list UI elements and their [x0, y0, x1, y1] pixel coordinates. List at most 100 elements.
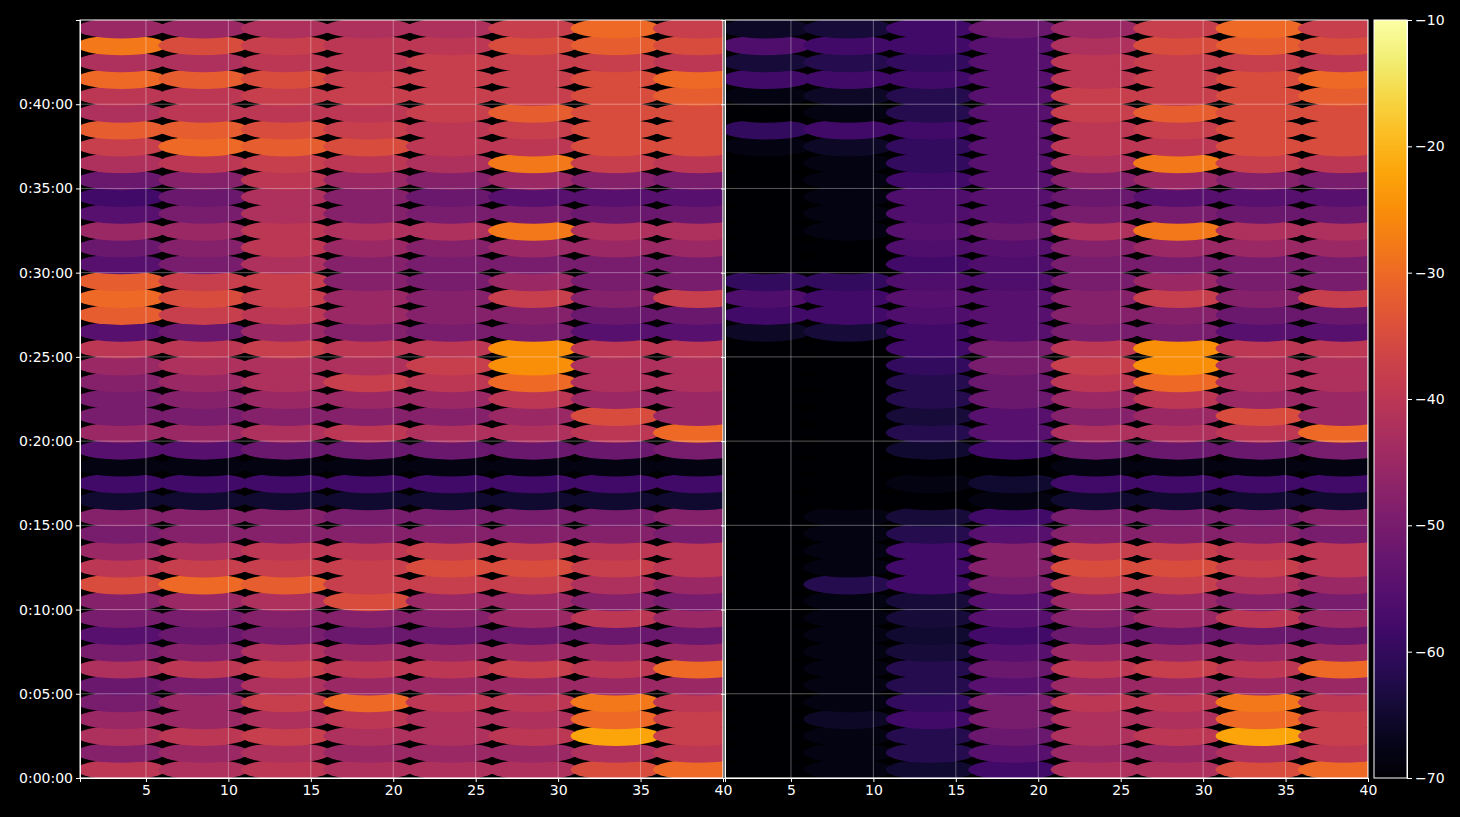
tick-mark [721, 694, 725, 695]
frame [725, 20, 1368, 778]
tick-label: 0:15:00 [19, 517, 73, 533]
tick-label: −20 [1415, 138, 1445, 154]
tick-label: 40 [715, 782, 733, 798]
grid-line [873, 20, 874, 778]
tick: 40 [1360, 778, 1378, 798]
background [0, 0, 1460, 817]
tick-mark [1407, 525, 1412, 526]
tick: 25 [467, 778, 485, 798]
tick: 0:25:00 [19, 349, 80, 365]
tick [721, 104, 725, 105]
cell [968, 20, 1059, 39]
tick: 15 [947, 778, 965, 798]
tick-label: 5 [142, 782, 151, 798]
axis-line [76, 21, 81, 779]
plot-area [725, 20, 1368, 778]
tick-mark [76, 188, 80, 189]
tick [721, 441, 725, 442]
tick-mark [1407, 20, 1412, 21]
grid-line [1285, 20, 1286, 778]
cell [80, 20, 167, 39]
tick [721, 778, 725, 779]
tick [721, 273, 725, 274]
tick [721, 188, 725, 189]
tick: 0:20:00 [19, 433, 80, 449]
x-axis: 510152025303540 [81, 778, 733, 798]
tick: −60 [1407, 644, 1445, 660]
grid-line [80, 272, 723, 273]
tick-mark [1407, 399, 1412, 400]
tick: 10 [865, 778, 883, 798]
tick: 0:15:00 [19, 517, 80, 533]
tick-mark [721, 441, 725, 442]
tick-mark [76, 273, 80, 274]
tick-label: 0:10:00 [19, 602, 73, 618]
tick-mark [1407, 273, 1412, 274]
grid-line [80, 693, 723, 694]
grid-line [725, 609, 1368, 610]
tick: 25 [1112, 778, 1130, 798]
grid-line [80, 441, 723, 442]
colorbar [1374, 20, 1407, 778]
cell [406, 20, 497, 39]
tick-mark [1407, 146, 1412, 147]
tick: 30 [1195, 778, 1213, 798]
tick [721, 357, 725, 358]
tick-label: 0:20:00 [19, 433, 73, 449]
tick: 0:05:00 [19, 686, 80, 702]
grid-line [80, 525, 723, 526]
tick-mark [1407, 778, 1412, 779]
tick: 0:35:00 [19, 180, 80, 196]
grid-line [475, 20, 476, 778]
tick-mark [721, 357, 725, 358]
grid-line [558, 20, 559, 778]
tick: 30 [550, 778, 568, 798]
grid-line [725, 188, 1368, 189]
plot-area [80, 20, 723, 778]
tick-label: 30 [1195, 782, 1213, 798]
tick: 15 [302, 778, 320, 798]
grid-line [790, 20, 791, 778]
tick-mark [76, 525, 80, 526]
tick: −40 [1407, 391, 1445, 407]
cell [1298, 20, 1368, 39]
grid-line [640, 20, 641, 778]
tick-label: 0:35:00 [19, 180, 73, 196]
tick-label: 0:05:00 [19, 686, 73, 702]
cell [158, 20, 249, 39]
tick-mark [76, 778, 80, 779]
grid-line [393, 20, 394, 778]
tick-label: −10 [1415, 12, 1445, 28]
grid-line [80, 356, 723, 357]
tick-label: 10 [865, 782, 883, 798]
tick-mark [76, 610, 80, 611]
tick-label: 30 [550, 782, 568, 798]
cell [1051, 20, 1142, 39]
tick: 20 [1030, 778, 1048, 798]
cell [803, 20, 894, 39]
tick-mark [76, 441, 80, 442]
tick-label: −30 [1415, 265, 1445, 281]
grid-line [80, 609, 723, 610]
tick: 35 [632, 778, 650, 798]
cell [1215, 20, 1306, 39]
tick: −50 [1407, 517, 1445, 533]
tick-mark [721, 525, 725, 526]
tick-label: 0:40:00 [19, 96, 73, 112]
tick: 5 [787, 778, 796, 798]
frame [80, 20, 723, 778]
tick-mark [721, 104, 725, 105]
tick-label: 35 [632, 782, 650, 798]
tick-mark [721, 610, 725, 611]
tick: −30 [1407, 265, 1445, 281]
tick-label: −50 [1415, 517, 1445, 533]
grid-line [955, 20, 956, 778]
grid-line [310, 20, 311, 778]
tick-mark [1407, 652, 1412, 653]
cell [323, 20, 414, 39]
tick-label: 0:25:00 [19, 349, 73, 365]
tick-label: −40 [1415, 391, 1445, 407]
grid-line [228, 20, 229, 778]
tick: 0:30:00 [19, 265, 80, 281]
tick-mark [76, 104, 80, 105]
